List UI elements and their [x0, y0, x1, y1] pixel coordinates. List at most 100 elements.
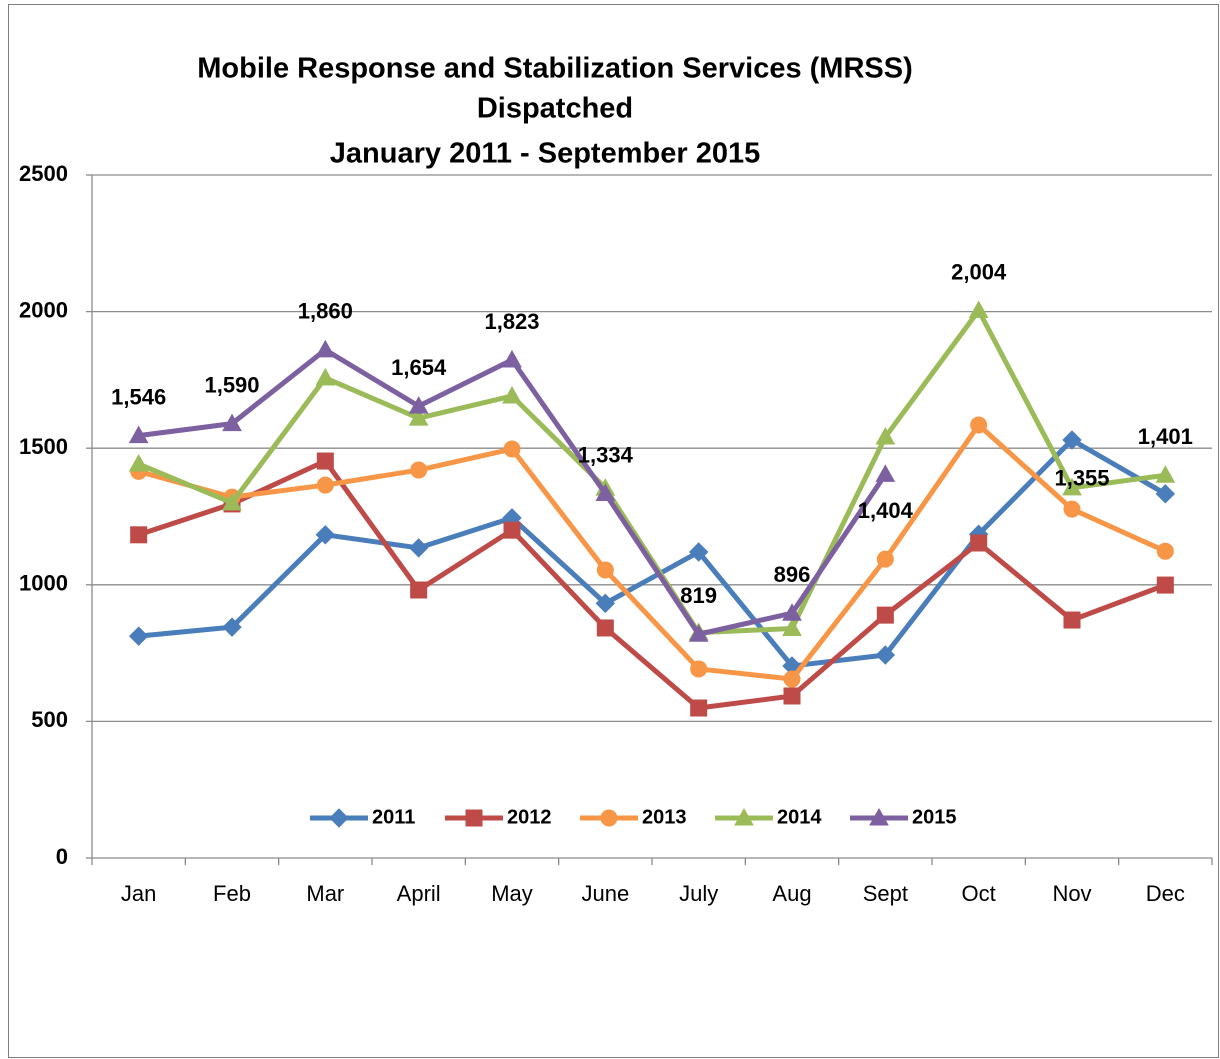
marker	[869, 807, 889, 826]
marker	[875, 426, 896, 445]
data-label: 1,590	[204, 372, 259, 397]
y-tick-label: 0	[56, 844, 68, 869]
marker	[1063, 611, 1081, 629]
x-tick-label: April	[397, 881, 441, 906]
chart-frame	[8, 4, 1219, 1058]
marker	[690, 660, 708, 678]
marker	[970, 416, 988, 434]
marker	[315, 367, 336, 386]
marker	[876, 550, 894, 568]
legend-item: 2014	[715, 806, 822, 828]
chart-title: January 2011 - September 2015	[330, 138, 760, 170]
marker	[1155, 484, 1176, 504]
data-label: 1,355	[1054, 466, 1109, 491]
x-tick-label: June	[581, 881, 629, 906]
x-tick-label: Oct	[962, 881, 996, 906]
marker	[315, 339, 336, 358]
marker	[782, 618, 802, 637]
series-line	[138, 422, 1167, 682]
data-label: 1,334	[578, 442, 634, 467]
chart-title: Dispatched	[477, 93, 633, 125]
y-tick-label: 2000	[19, 297, 68, 322]
marker	[970, 534, 988, 552]
marker	[875, 645, 896, 665]
marker	[465, 809, 483, 827]
marker	[316, 476, 334, 494]
y-tick-label: 500	[31, 707, 68, 732]
marker	[315, 525, 336, 545]
data-label: 1,654	[391, 355, 447, 380]
x-tick-label: Feb	[213, 881, 251, 906]
marker	[596, 619, 614, 637]
marker	[222, 617, 242, 637]
marker	[222, 492, 242, 511]
marker	[1062, 477, 1082, 496]
x-tick-label: Aug	[772, 881, 811, 906]
legend-label: 2015	[912, 806, 957, 828]
marker	[128, 626, 149, 646]
marker	[783, 687, 801, 705]
data-label: 2,004	[951, 259, 1007, 284]
marker	[1155, 465, 1176, 483]
marker	[503, 521, 521, 539]
legend-label: 2014	[777, 806, 822, 828]
legend-label: 2011	[372, 806, 415, 828]
marker	[410, 581, 428, 599]
marker	[222, 413, 242, 432]
legend-item: 2011	[310, 806, 415, 828]
x-tick-label: Sept	[863, 881, 908, 906]
y-tick-label: 1000	[19, 571, 68, 596]
marker	[595, 483, 616, 502]
x-tick-label: Nov	[1052, 881, 1091, 906]
x-tick-label: July	[679, 881, 718, 906]
marker	[130, 526, 148, 544]
marker	[128, 425, 149, 444]
marker	[690, 699, 708, 717]
marker	[688, 624, 709, 642]
marker	[1156, 542, 1174, 560]
marker	[316, 452, 334, 470]
marker	[408, 396, 429, 414]
x-tick-label: Mar	[306, 881, 344, 906]
marker	[502, 349, 522, 368]
legend-item: 2012	[445, 806, 552, 828]
legend-item: 2015	[850, 806, 957, 828]
y-tick-label: 1500	[19, 434, 68, 459]
marker	[410, 461, 428, 479]
data-label: 1,546	[111, 384, 166, 409]
data-label: 1,404	[858, 498, 914, 523]
marker	[600, 809, 618, 827]
data-label: 1,401	[1138, 424, 1193, 449]
marker	[782, 603, 802, 621]
data-label: 896	[774, 562, 811, 587]
legend-label: 2013	[642, 806, 687, 828]
marker	[1062, 430, 1082, 450]
marker	[783, 670, 801, 688]
legend-item: 2013	[580, 806, 687, 828]
marker	[408, 408, 429, 426]
data-label: 1,860	[298, 299, 353, 324]
marker	[1063, 500, 1081, 518]
marker	[329, 808, 349, 828]
marker	[1156, 576, 1174, 594]
marker	[596, 561, 614, 579]
legend-label: 2012	[507, 806, 552, 828]
marker	[734, 807, 754, 826]
marker	[503, 440, 521, 458]
marker	[502, 385, 522, 404]
marker	[876, 606, 894, 624]
legend: 2011 2012 2013 2014 2015	[310, 806, 957, 828]
marker	[408, 538, 429, 558]
marker	[688, 542, 709, 562]
data-label: 819	[680, 583, 717, 608]
marker	[968, 300, 989, 319]
x-tick-label: May	[491, 881, 533, 906]
marker	[595, 593, 616, 614]
series-line	[138, 437, 1167, 669]
chart-title: Mobile Response and Stabilization Servic…	[197, 53, 912, 85]
series-line	[137, 458, 1167, 711]
marker	[875, 464, 896, 482]
x-tick-label: Jan	[121, 881, 156, 906]
y-tick-label: 2500	[19, 161, 68, 186]
